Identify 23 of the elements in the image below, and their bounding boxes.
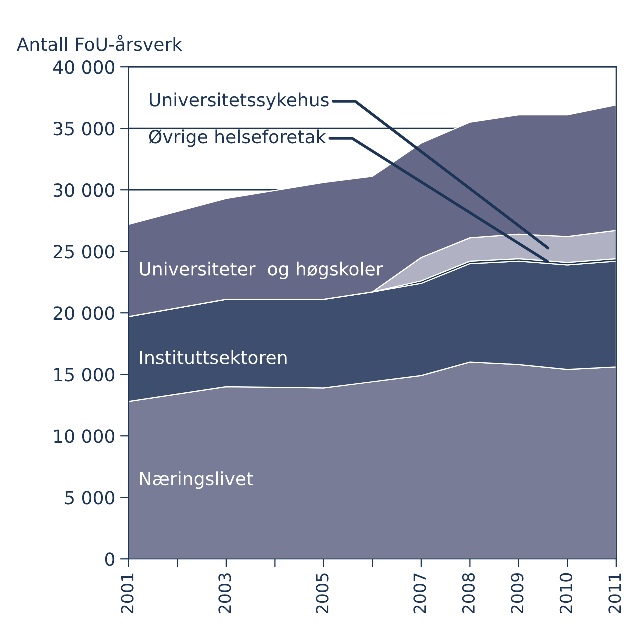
- x-tick-label: 2010: [560, 573, 573, 614]
- y-tick-label: 0: [105, 552, 115, 566]
- y-tick-label: 40 000: [53, 60, 115, 74]
- text: Universitetssykehus: [150, 92, 329, 110]
- x-tick-label: 2011: [608, 574, 622, 614]
- x-tick-label: 2003: [218, 574, 232, 614]
- x-tick-label: 2007: [414, 574, 426, 614]
- series-label: Næringslivet: [140, 472, 254, 490]
- y-tick-label: 30 000: [54, 184, 115, 198]
- x-tick-label: 2001: [121, 574, 134, 614]
- y-tick-label: 25 000: [54, 245, 115, 259]
- y-tick-label: 15 000: [54, 368, 115, 382]
- y-tick-label: 10 000: [54, 430, 115, 444]
- x-tick-label: 2008: [462, 573, 476, 614]
- y-tick-label: 20 000: [54, 306, 115, 320]
- y-tick-label: 5 000: [65, 491, 115, 505]
- series-label: Instituttsektoren: [140, 350, 287, 364]
- x-tick-label: 2005: [316, 574, 329, 614]
- x-tick-label: 2009: [511, 573, 524, 614]
- text: Øvrige helseforetak: [149, 130, 326, 148]
- y-tick-label: 35 000: [54, 122, 115, 136]
- series-label: Universiteter og høgskoler: [140, 262, 384, 280]
- y-axis-title: Antall FoU-årsverk: [16, 35, 183, 52]
